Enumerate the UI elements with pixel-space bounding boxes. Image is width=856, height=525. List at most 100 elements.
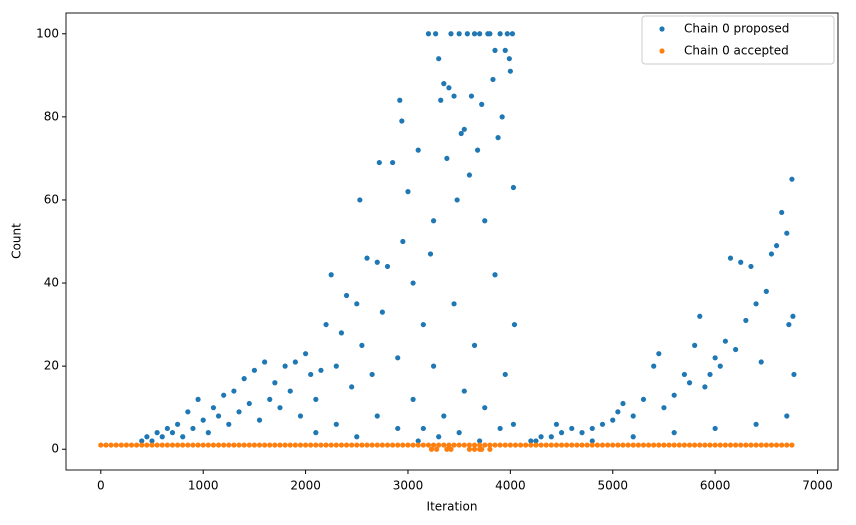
point: [118, 442, 124, 448]
point: [558, 442, 565, 448]
x-tick-label: 0: [97, 479, 105, 493]
point: [651, 442, 657, 448]
point: [671, 430, 677, 436]
point: [241, 376, 247, 382]
point: [328, 272, 334, 278]
point: [164, 425, 170, 432]
point: [313, 442, 319, 448]
point: [226, 421, 232, 427]
point: [482, 442, 488, 448]
point: [185, 442, 191, 448]
point: [123, 442, 130, 448]
point: [512, 442, 519, 448]
point: [292, 442, 298, 448]
point: [205, 442, 211, 448]
point: [374, 413, 380, 419]
point: [692, 442, 698, 448]
point: [506, 56, 512, 62]
point: [98, 442, 104, 448]
point: [154, 442, 160, 448]
point: [405, 442, 411, 448]
point: [451, 301, 457, 307]
point: [615, 442, 621, 448]
point: [671, 442, 677, 448]
point: [267, 442, 273, 448]
point: [292, 359, 298, 365]
point: [594, 442, 600, 448]
point: [364, 255, 370, 261]
legend-box: [641, 15, 835, 65]
point: [374, 442, 380, 448]
point: [436, 442, 442, 448]
point: [589, 425, 595, 432]
point: [338, 330, 345, 336]
point: [497, 442, 503, 448]
point: [477, 438, 483, 444]
point: [349, 384, 355, 390]
point: [474, 147, 481, 153]
point: [509, 31, 516, 37]
point: [464, 31, 470, 37]
point: [323, 442, 329, 448]
point: [564, 442, 570, 448]
point: [425, 31, 432, 37]
point: [231, 388, 237, 394]
x-tick-label: 3000: [393, 479, 424, 493]
point: [415, 442, 421, 448]
point: [640, 396, 647, 402]
point: [497, 31, 503, 37]
point: [369, 371, 375, 378]
point: [262, 442, 268, 448]
point: [159, 434, 165, 440]
point: [302, 351, 309, 357]
point: [666, 442, 672, 448]
point: [789, 176, 795, 182]
point: [779, 442, 785, 448]
point: [282, 363, 288, 369]
point: [511, 321, 518, 328]
point: [768, 442, 775, 448]
point: [773, 243, 780, 249]
point: [354, 442, 360, 448]
point: [461, 126, 467, 132]
point: [395, 425, 401, 432]
point: [456, 442, 462, 448]
point: [185, 409, 191, 415]
point: [722, 338, 728, 344]
point: [448, 31, 454, 37]
point: [433, 31, 439, 37]
y-tick-label: 60: [44, 192, 59, 206]
point: [446, 85, 452, 91]
point: [630, 442, 636, 448]
point: [538, 442, 544, 448]
point: [727, 255, 734, 261]
point: [226, 442, 232, 448]
point: [175, 421, 181, 427]
point: [149, 438, 155, 444]
point: [789, 442, 795, 448]
point: [103, 442, 109, 448]
point: [707, 442, 713, 448]
x-tick-label: 6000: [700, 479, 731, 493]
point: [354, 301, 360, 307]
point: [758, 359, 764, 365]
point: [236, 409, 242, 415]
point: [786, 321, 792, 328]
point: [753, 442, 759, 448]
point: [466, 442, 473, 448]
x-tick-label: 2000: [290, 479, 321, 493]
point: [743, 317, 749, 324]
point: [758, 442, 764, 448]
point: [379, 442, 385, 448]
point: [599, 421, 606, 427]
point: [477, 442, 483, 448]
point: [610, 417, 616, 423]
point: [610, 442, 616, 448]
point: [533, 442, 539, 448]
point: [466, 172, 473, 178]
point: [492, 47, 498, 53]
point: [144, 434, 150, 440]
point: [579, 430, 585, 436]
point: [676, 442, 682, 448]
point: [645, 442, 652, 448]
